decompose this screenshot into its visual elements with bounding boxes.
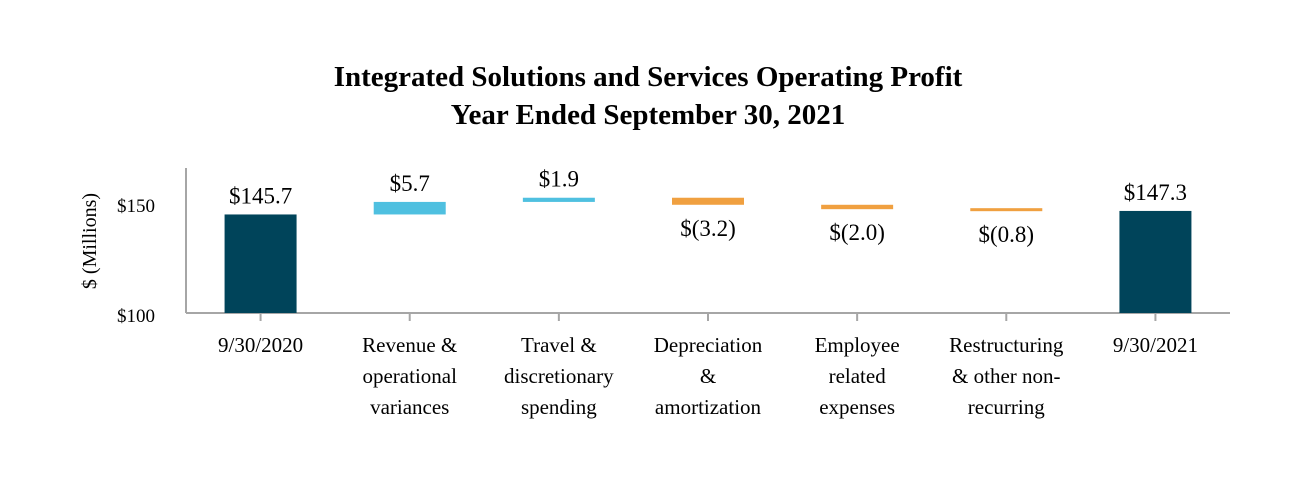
bar-0 [224, 214, 297, 313]
x-tick-label: variances [370, 395, 449, 419]
x-tick-label: spending [521, 395, 597, 419]
x-tick-label: recurring [968, 395, 1045, 419]
x-tick-label: & other non- [952, 364, 1060, 388]
chart-labels: $145.7 9/30/2020 $5.7 Revenue & operational v… [218, 167, 1198, 419]
chart-title: Integrated Solutions and Services Operat… [0, 58, 1296, 134]
data-label: $145.7 [229, 183, 292, 208]
data-label: $5.7 [390, 171, 430, 196]
x-tick-label: Depreciation [654, 333, 763, 357]
y-tick-label: $150 [117, 196, 155, 217]
bar-2 [522, 197, 595, 202]
chart-title-line1: Integrated Solutions and Services Operat… [333, 61, 963, 93]
x-tick-label: Travel & [521, 333, 597, 357]
bar-3 [672, 197, 744, 205]
data-label: $147.3 [1124, 180, 1187, 205]
bar-5 [970, 208, 1043, 212]
x-tick-label: 9/30/2020 [218, 333, 303, 357]
x-tick-label: 9/30/2021 [1113, 333, 1198, 357]
data-label: $(0.8) [978, 222, 1034, 247]
x-tick-label: expenses [819, 395, 895, 419]
x-tick-label: Revenue & [362, 333, 457, 357]
x-tick-label: discretionary [504, 364, 614, 388]
chart-title-line2: Year Ended September 30, 2021 [450, 99, 846, 131]
chart-axes: $100 $150 $ (Millions) [79, 168, 1230, 327]
data-label: $(3.2) [680, 216, 736, 241]
data-label: $(2.0) [829, 220, 885, 245]
bar-1 [373, 201, 446, 215]
x-tick-label: related [829, 364, 887, 388]
x-tick-label: & [700, 364, 716, 388]
bar-4 [821, 204, 894, 210]
x-tick-label: Restructuring [949, 333, 1064, 357]
chart-bars [224, 197, 1192, 313]
bar-6 [1119, 210, 1192, 313]
y-axis-title: $ (Millions) [79, 193, 101, 289]
data-label: $1.9 [539, 167, 579, 192]
y-tick-label: $100 [117, 306, 155, 327]
x-tick-label: operational [362, 364, 457, 388]
x-tick-label: amortization [655, 395, 762, 419]
x-tick-label: Employee [815, 333, 900, 357]
